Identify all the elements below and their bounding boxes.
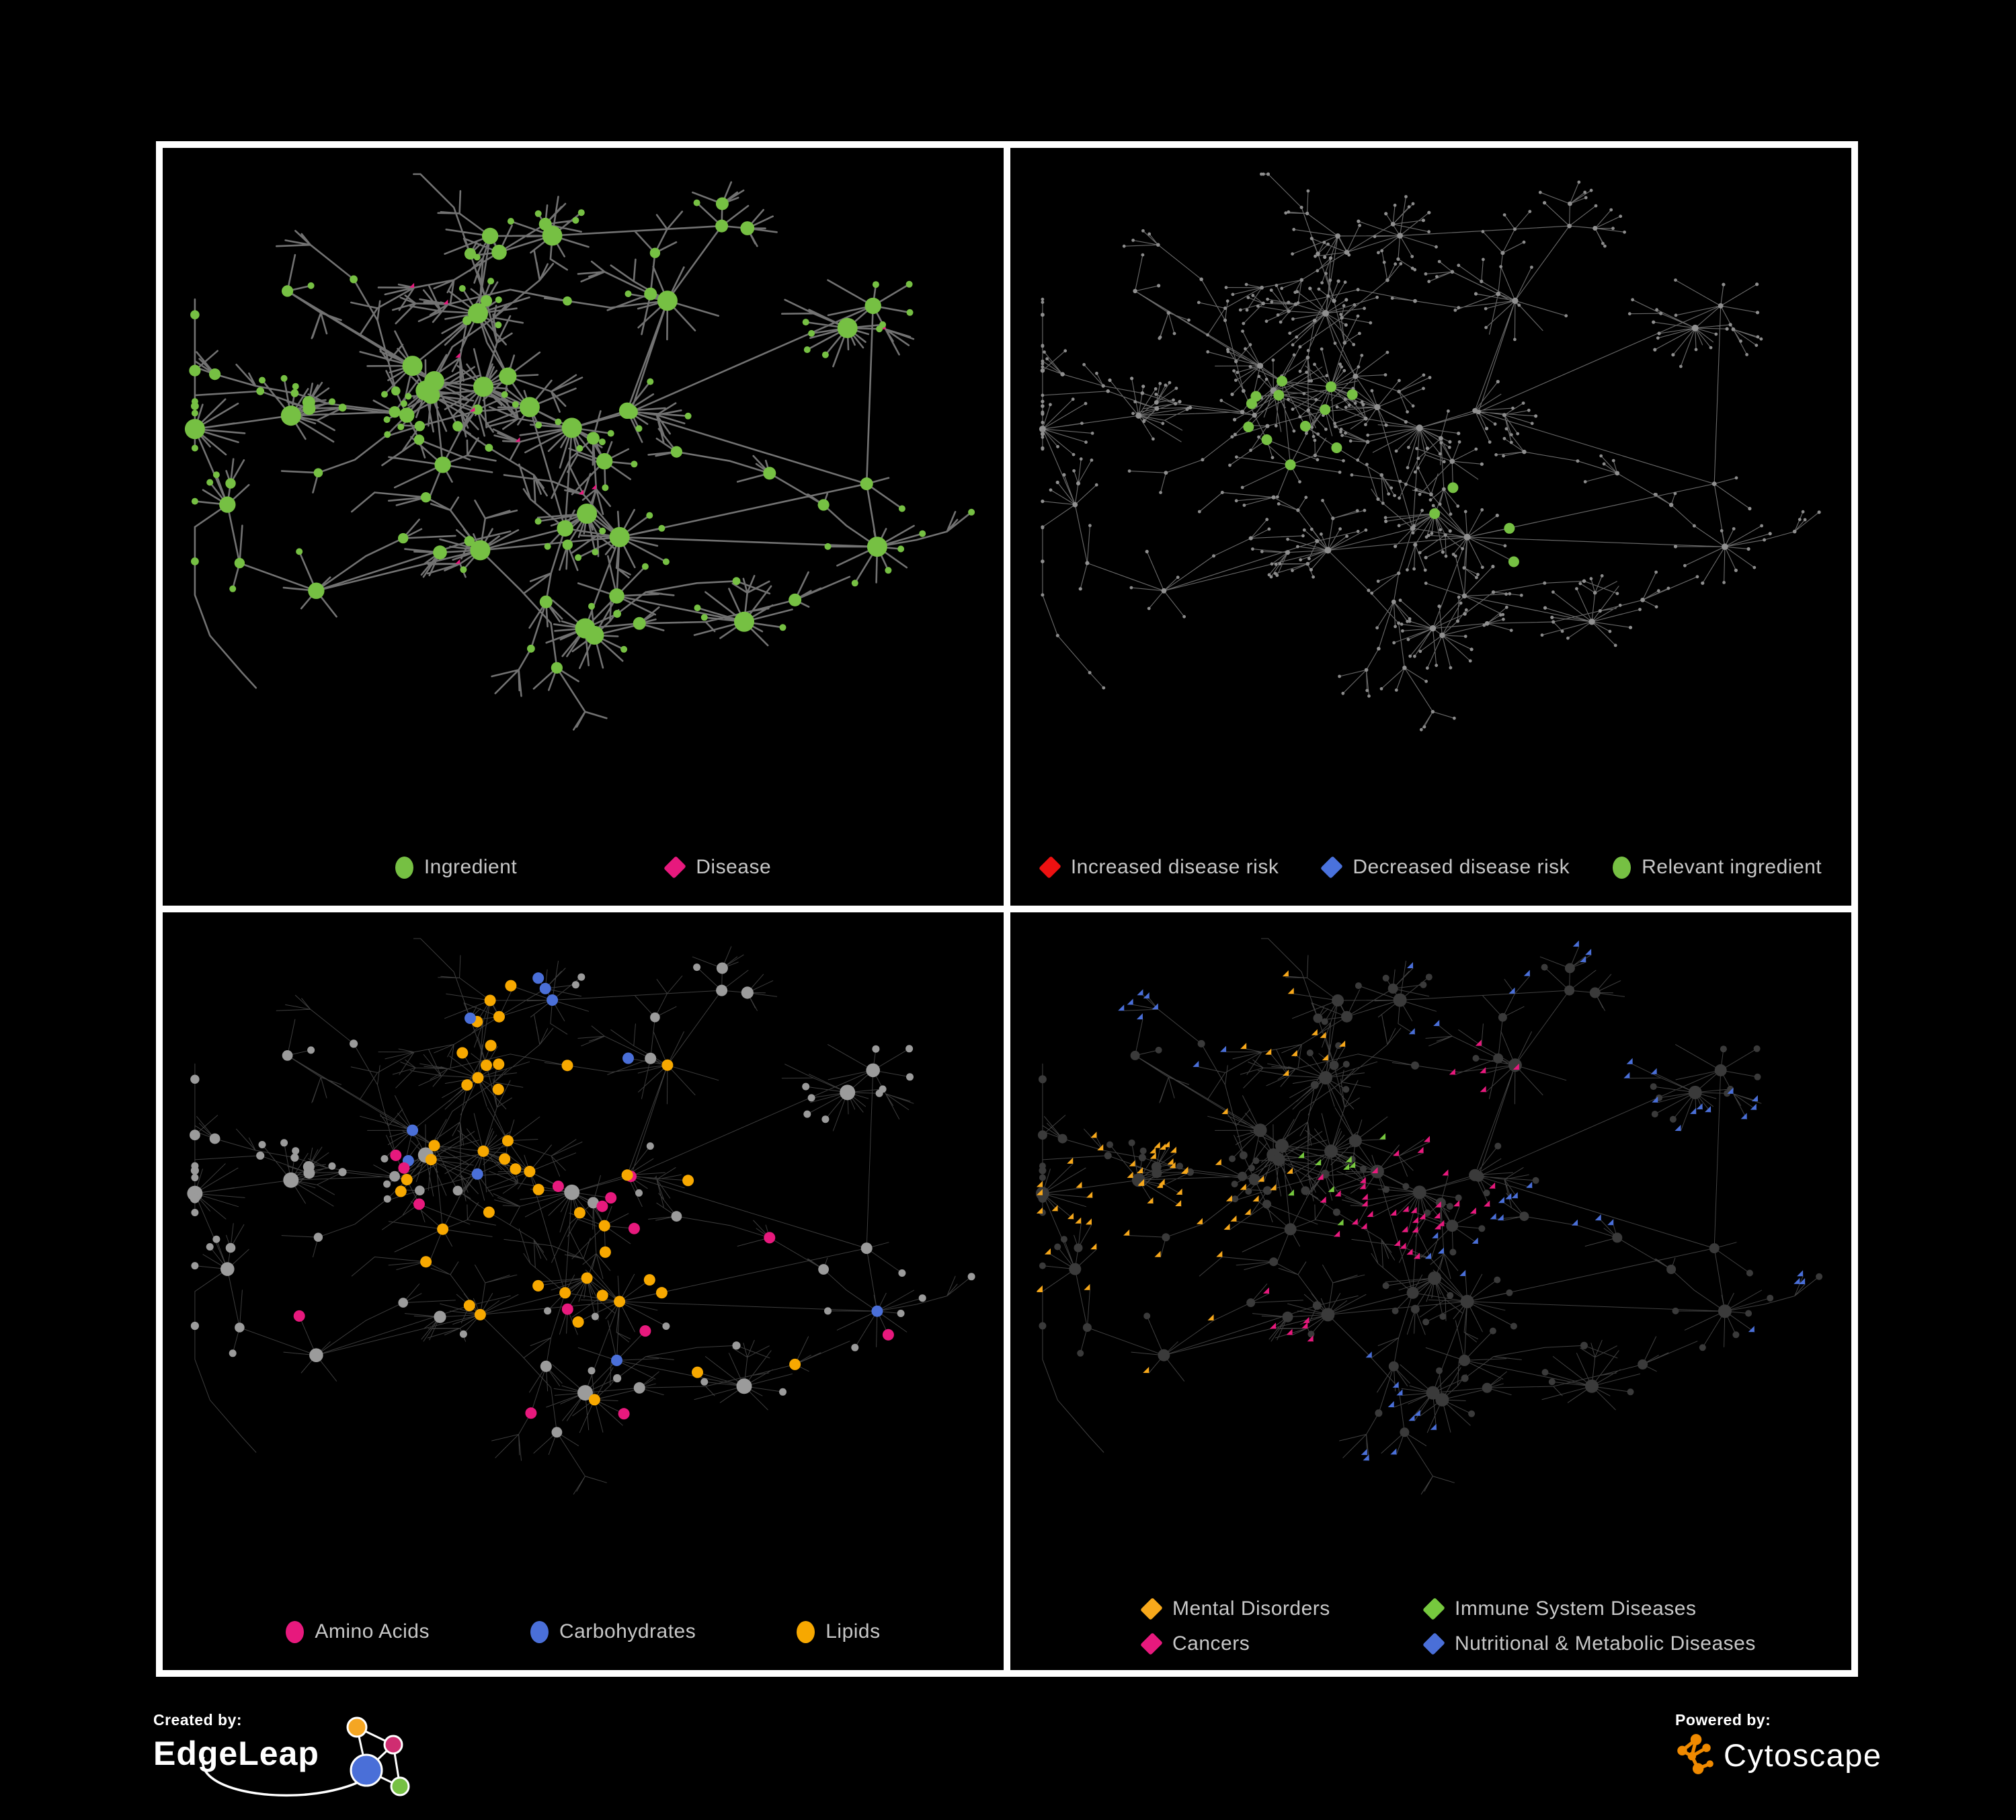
panel-nutrient-classes: Amino Acids Carbohydrates Lipids [163, 912, 1004, 1670]
legend-item: Amino Acids [286, 1620, 430, 1643]
legend-item: Cancers [1140, 1632, 1424, 1655]
network-graph-disease-risk [1039, 148, 1821, 731]
panel-disease-classes: Mental Disorders Immune System Diseases Ca… [1010, 912, 1851, 1670]
cytoscape-wordmark: Cytoscape [1724, 1737, 1882, 1773]
legend-item: Disease [663, 856, 772, 879]
legend-item: Nutritional & Metabolic Diseases [1422, 1632, 1756, 1655]
legend-label: Relevant ingredient [1642, 856, 1822, 878]
network-graph-disease-classes [1035, 912, 1823, 1495]
legend-label: Disease [696, 856, 772, 878]
legend-swatch-circle-icon [1613, 856, 1631, 879]
legend-item: Relevant ingredient [1613, 856, 1822, 879]
legend-nutrient-classes: Amino Acids Carbohydrates Lipids [163, 1620, 1004, 1643]
legend-ingredient-disease: Ingredient Disease [163, 856, 1004, 879]
legend-label: Immune System Diseases [1455, 1597, 1697, 1620]
legend-item: Increased disease risk [1038, 856, 1279, 879]
legend-label: Decreased disease risk [1353, 856, 1570, 878]
edgeleap-wordmark: EdgeLeap [153, 1735, 319, 1772]
legend-disease-risk: Increased disease risk Decreased disease … [1010, 856, 1851, 879]
edgeleap-credit: Created by: EdgeLeap [153, 1711, 422, 1819]
cytoscape-credit: Powered by: Cytoscape [1675, 1711, 1958, 1819]
legend-item: Carbohydrates [530, 1620, 696, 1643]
legend-swatch-diamond-icon [1422, 1597, 1445, 1620]
edgeleap-logo-icon [201, 1716, 410, 1797]
panel-grid: Ingredient Disease Increased disease risk… [156, 141, 1858, 1677]
network-graph-ingredient-disease [184, 148, 975, 731]
legend-item: Lipids [797, 1620, 880, 1643]
legend-swatch-circle-icon [286, 1620, 305, 1643]
legend-label: Ingredient [424, 856, 518, 878]
legend-swatch-diamond-icon [663, 856, 687, 879]
legend-swatch-diamond-icon [1140, 1597, 1163, 1620]
legend-disease-classes: Mental Disorders Immune System Diseases Ca… [1010, 1597, 1851, 1655]
legend-label: Lipids [825, 1620, 881, 1643]
legend-swatch-diamond-icon [1320, 856, 1344, 879]
legend-swatch-circle-icon [797, 1620, 815, 1643]
legend-label: Nutritional & Metabolic Diseases [1455, 1632, 1756, 1655]
cytoscape-logo-icon [1677, 1734, 1713, 1774]
legend-label: Increased disease risk [1070, 856, 1279, 878]
created-by-label: Created by: [153, 1711, 243, 1729]
legend-label: Amino Acids [315, 1620, 430, 1643]
legend-swatch-circle-icon [530, 1620, 549, 1643]
legend-swatch-circle-icon [395, 856, 413, 879]
panel-disease-risk: Increased disease risk Decreased disease … [1010, 148, 1851, 906]
legend-swatch-diamond-icon [1422, 1632, 1445, 1655]
legend-item: Ingredient [395, 856, 517, 879]
legend-swatch-diamond-icon [1038, 856, 1061, 879]
legend-item: Immune System Diseases [1422, 1597, 1756, 1620]
network-graph-nutrient-classes [187, 912, 975, 1495]
powered-by-label: Powered by: [1675, 1711, 1771, 1729]
legend-label: Carbohydrates [559, 1620, 696, 1643]
legend-item: Decreased disease risk [1320, 856, 1570, 879]
legend-label: Mental Disorders [1172, 1597, 1330, 1620]
legend-item: Mental Disorders [1140, 1597, 1424, 1620]
panel-ingredient-disease: Ingredient Disease [163, 148, 1004, 906]
legend-swatch-diamond-icon [1140, 1632, 1163, 1655]
legend-label: Cancers [1172, 1632, 1250, 1655]
